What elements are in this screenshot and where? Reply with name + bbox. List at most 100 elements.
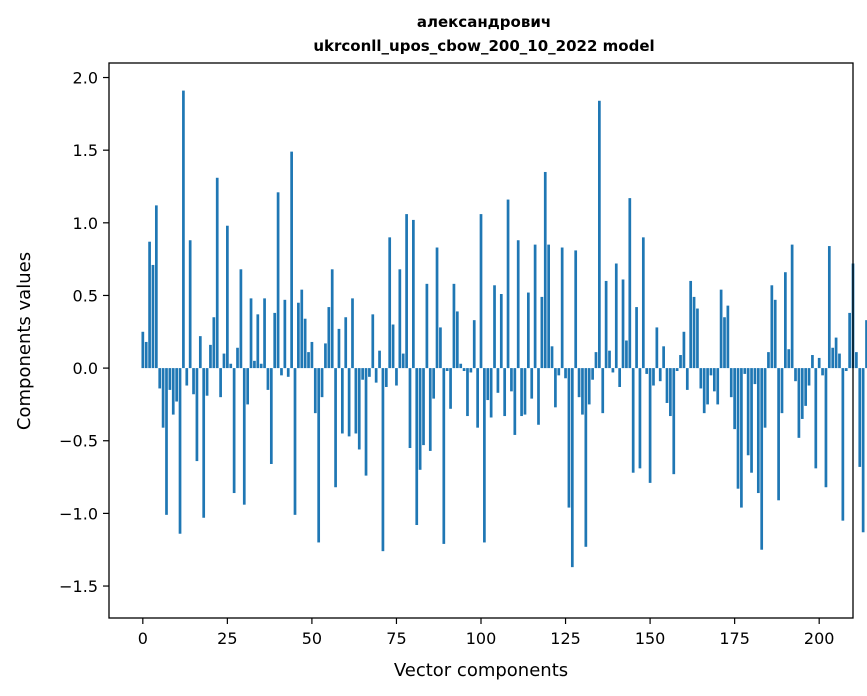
bar-80 bbox=[412, 219, 415, 369]
bar-20 bbox=[209, 344, 212, 369]
bar-161 bbox=[685, 368, 689, 390]
bar-187 bbox=[773, 299, 777, 369]
bar-2 bbox=[148, 241, 151, 369]
bar-14 bbox=[188, 240, 192, 369]
bar-122 bbox=[554, 368, 557, 408]
bar-27 bbox=[232, 368, 236, 494]
bar-3 bbox=[151, 264, 155, 369]
bar-172 bbox=[723, 317, 726, 369]
bar-151 bbox=[652, 368, 655, 386]
bar-137 bbox=[604, 280, 608, 369]
bar-94 bbox=[459, 363, 463, 369]
x-axis-label: Vector components bbox=[394, 660, 568, 681]
bar-104 bbox=[493, 285, 496, 369]
bar-185 bbox=[767, 352, 770, 369]
bar-186 bbox=[770, 285, 774, 369]
bar-15 bbox=[192, 368, 195, 395]
bar-108 bbox=[506, 199, 510, 369]
bar-206 bbox=[838, 353, 841, 369]
bar-154 bbox=[662, 346, 665, 369]
bar-101 bbox=[483, 368, 486, 543]
bar-110 bbox=[513, 368, 517, 435]
bar-51 bbox=[313, 368, 317, 414]
bar-204 bbox=[831, 347, 835, 369]
bar-65 bbox=[361, 368, 364, 380]
bar-68 bbox=[371, 314, 375, 369]
bar-88 bbox=[439, 327, 442, 369]
bar-79 bbox=[408, 368, 412, 449]
bar-182 bbox=[756, 368, 760, 494]
bar-93 bbox=[455, 311, 459, 369]
bar-167 bbox=[706, 368, 709, 405]
bar-7 bbox=[165, 368, 168, 515]
bar-60 bbox=[344, 317, 348, 369]
bar-138 bbox=[608, 350, 611, 369]
chart-title-line1: александрович bbox=[417, 13, 551, 31]
bar-59 bbox=[340, 368, 344, 434]
bar-147 bbox=[638, 368, 642, 469]
bar-125 bbox=[564, 368, 567, 379]
bar-140 bbox=[614, 263, 618, 369]
bar-112 bbox=[520, 368, 523, 417]
bar-205 bbox=[834, 337, 838, 369]
bar-21 bbox=[212, 317, 216, 369]
bar-157 bbox=[672, 368, 676, 475]
bar-191 bbox=[787, 349, 791, 369]
bar-115 bbox=[530, 368, 534, 399]
bar-135 bbox=[598, 100, 601, 369]
bar-85 bbox=[428, 368, 432, 451]
bar-118 bbox=[540, 296, 544, 369]
bar-195 bbox=[800, 368, 804, 419]
bar-106 bbox=[499, 294, 503, 369]
bar-159 bbox=[679, 355, 682, 369]
bar-162 bbox=[689, 280, 693, 369]
bar-127 bbox=[570, 368, 574, 568]
bar-32 bbox=[249, 298, 253, 369]
bar-211 bbox=[855, 352, 858, 369]
bar-43 bbox=[286, 368, 290, 377]
bar-100 bbox=[479, 214, 483, 369]
x-tick-label: 150 bbox=[635, 629, 666, 648]
bar-143 bbox=[625, 340, 628, 369]
bar-198 bbox=[811, 355, 814, 369]
x-tick-label: 125 bbox=[550, 629, 581, 648]
bar-41 bbox=[280, 368, 283, 376]
bar-34 bbox=[256, 314, 260, 369]
bar-107 bbox=[503, 368, 507, 417]
bar-126 bbox=[567, 368, 571, 508]
bar-76 bbox=[398, 269, 402, 369]
bar-102 bbox=[486, 368, 490, 401]
y-axis-ticks: −1.5 −1.0 −0.5 0.0 0.5 1.0 1.5 2.0 bbox=[59, 69, 109, 596]
bar-8 bbox=[168, 368, 172, 390]
bar-46 bbox=[297, 302, 300, 369]
bar-26 bbox=[229, 363, 233, 369]
bar-9 bbox=[171, 368, 175, 415]
bar-132 bbox=[587, 368, 591, 405]
bar-200 bbox=[817, 357, 821, 369]
bar-82 bbox=[418, 368, 422, 470]
bar-117 bbox=[537, 368, 540, 425]
bar-49 bbox=[307, 352, 310, 369]
bar-90 bbox=[445, 368, 449, 372]
bar-58 bbox=[337, 328, 341, 369]
bar-52 bbox=[317, 368, 321, 543]
bar-95 bbox=[462, 368, 466, 372]
bar-23 bbox=[219, 368, 222, 398]
bar-48 bbox=[303, 318, 307, 369]
bar-13 bbox=[185, 368, 189, 386]
bar-53 bbox=[320, 368, 324, 398]
bar-168 bbox=[709, 368, 713, 376]
bar-150 bbox=[648, 368, 652, 483]
bar-149 bbox=[645, 368, 649, 374]
bar-123 bbox=[557, 368, 561, 376]
bar-72 bbox=[384, 368, 388, 387]
bar-103 bbox=[489, 368, 493, 418]
bar-177 bbox=[740, 368, 743, 508]
bar-184 bbox=[763, 368, 767, 428]
bar-193 bbox=[794, 368, 797, 382]
bar-174 bbox=[729, 368, 733, 398]
bar-5 bbox=[158, 368, 162, 389]
bar-139 bbox=[611, 368, 615, 373]
x-tick-label: 175 bbox=[719, 629, 750, 648]
